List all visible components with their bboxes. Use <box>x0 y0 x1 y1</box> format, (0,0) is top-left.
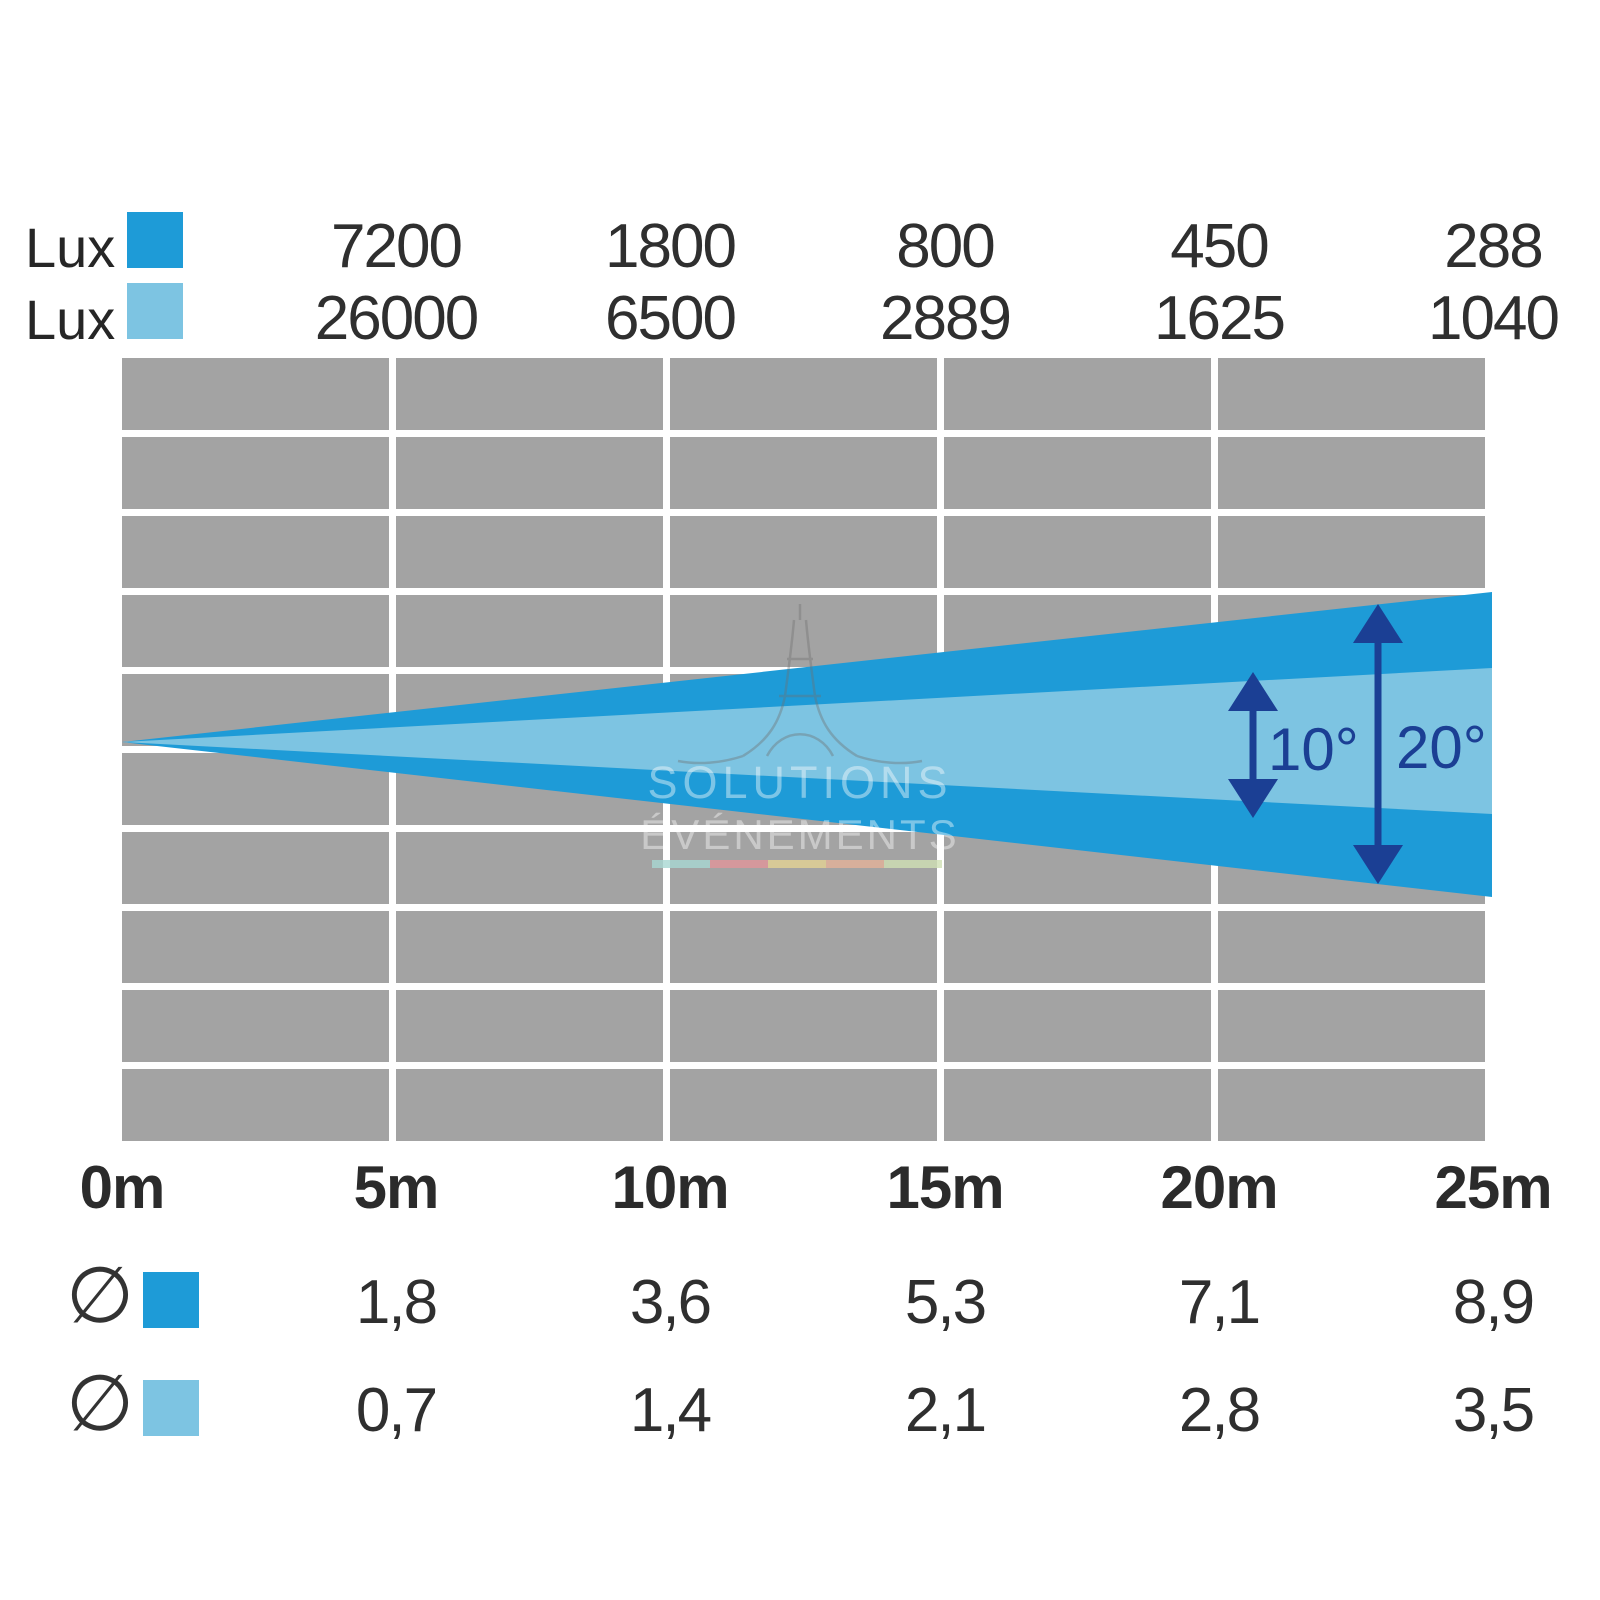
angle-20-arrow <box>1353 604 1403 884</box>
diameter-value: 5,3 <box>904 1268 987 1337</box>
beam-chart: SOLUTIONS ÉVÉNEMENTS 10° 20° <box>122 592 1492 897</box>
watermark-line2: ÉVÉNEMENTS <box>640 811 959 858</box>
axis-tick-10m: 10m <box>611 1154 729 1221</box>
watermark-line1: SOLUTIONS <box>647 757 952 808</box>
diameter-value: 8,9 <box>1452 1268 1535 1337</box>
diameter-icon: ∅ <box>66 1359 134 1447</box>
angle-10-label: 10° <box>1268 716 1359 783</box>
diameter-value: 0,7 <box>355 1376 438 1445</box>
axis-tick-5m: 5m <box>353 1154 440 1221</box>
lux-value: 450 <box>1170 212 1269 281</box>
lux-value: 2889 <box>880 284 1012 353</box>
angle-10-arrow <box>1228 672 1278 818</box>
beam-10-cone <box>122 668 1492 814</box>
lux-value: 800 <box>896 212 995 281</box>
diameter-value: 2,8 <box>1178 1376 1261 1445</box>
diameter-value: 2,1 <box>904 1376 987 1445</box>
lux-row-label: Lux <box>25 288 116 351</box>
beam-20-swatch <box>127 212 183 268</box>
diameter-value: 3,6 <box>629 1268 712 1337</box>
diameter-icon: ∅ <box>66 1251 134 1339</box>
lux-row-label: Lux <box>25 216 116 279</box>
lux-value: 1040 <box>1428 284 1560 353</box>
axis-tick-0m: 0m <box>79 1154 166 1221</box>
axis-tick-25m: 25m <box>1434 1154 1552 1221</box>
axis-tick-15m: 15m <box>886 1154 1004 1221</box>
beam-10-swatch <box>143 1380 199 1436</box>
diameter-value: 7,1 <box>1178 1268 1261 1337</box>
watermark-color-bar <box>652 860 942 868</box>
lux-value: 6500 <box>605 284 737 353</box>
diameter-value: 3,5 <box>1452 1376 1535 1445</box>
lux-value: 26000 <box>314 284 479 353</box>
lux-value: 7200 <box>331 212 463 281</box>
lux-value: 288 <box>1444 212 1543 281</box>
angle-20-label: 20° <box>1396 714 1487 781</box>
axis-tick-20m: 20m <box>1160 1154 1278 1221</box>
lux-value: 1800 <box>605 212 737 281</box>
watermark: SOLUTIONS ÉVÉNEMENTS <box>640 604 959 868</box>
diameter-value: 1,8 <box>355 1268 438 1337</box>
diameter-value: 1,4 <box>629 1376 712 1445</box>
eiffel-tower-icon <box>677 604 923 765</box>
beam-10-swatch <box>127 283 183 339</box>
lux-value: 1625 <box>1154 284 1286 353</box>
beam-20-swatch <box>143 1272 199 1328</box>
